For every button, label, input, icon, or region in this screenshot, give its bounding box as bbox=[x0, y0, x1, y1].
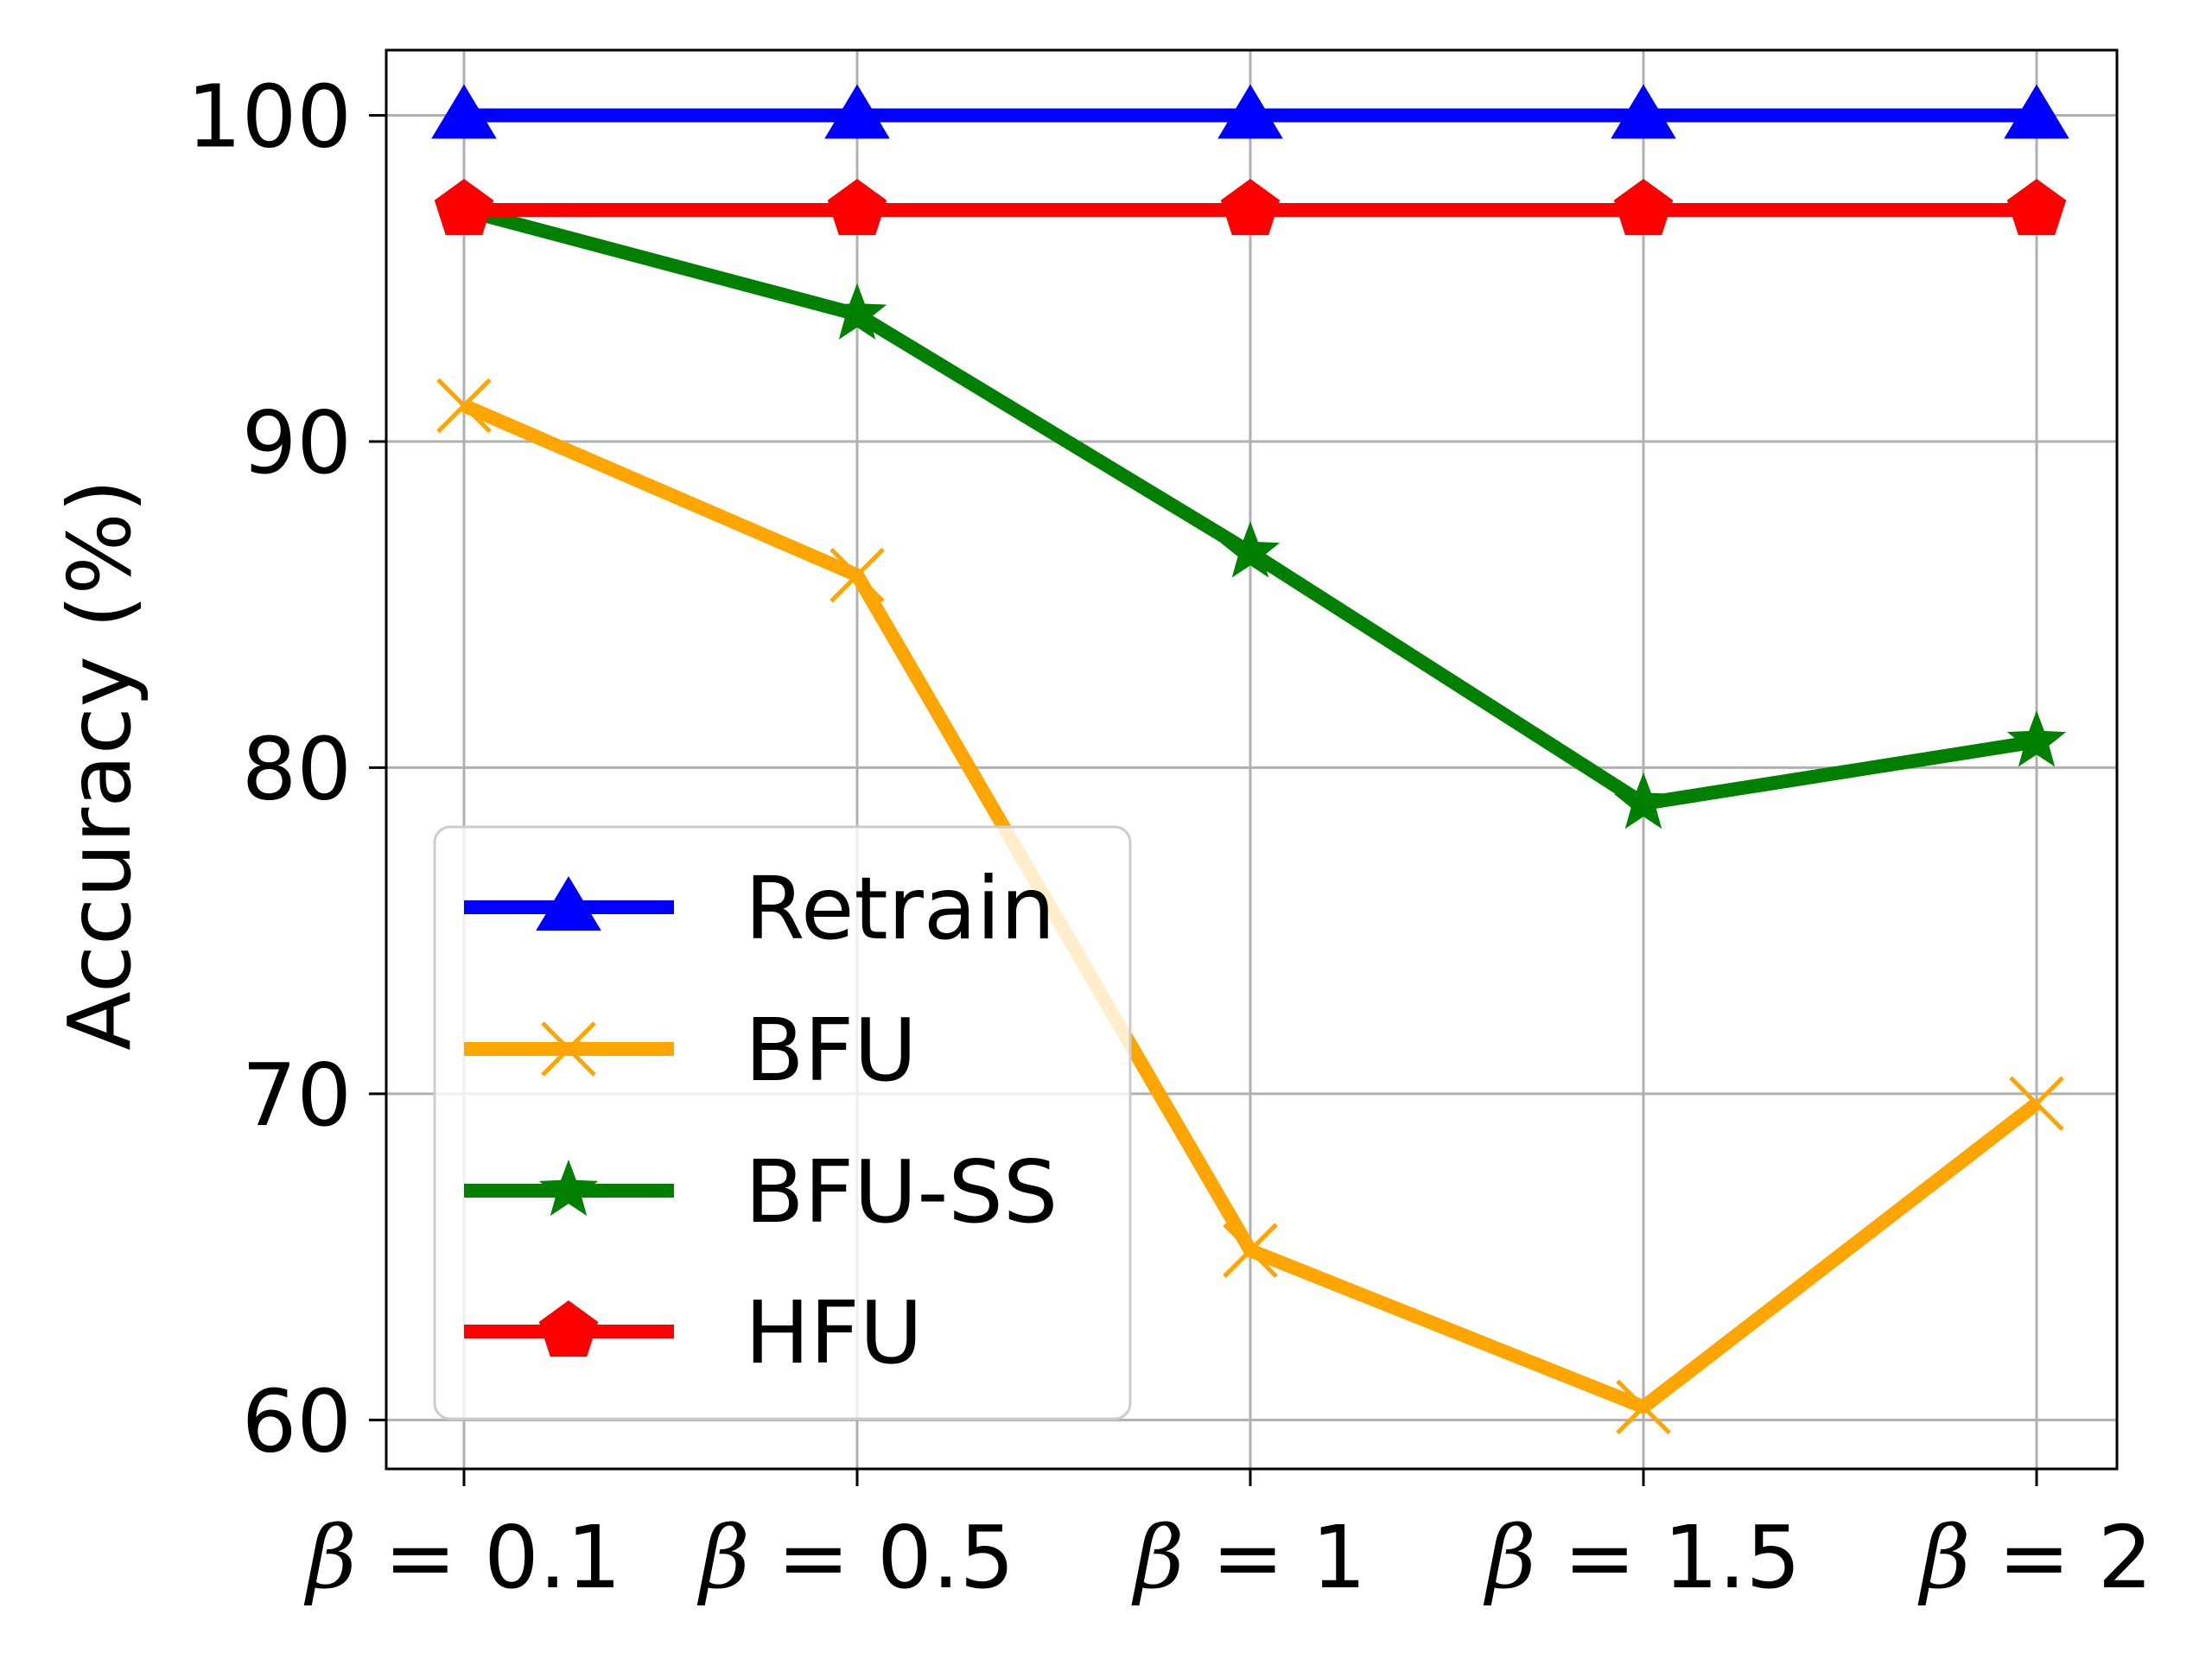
marker-stroke bbox=[541, 1021, 596, 1077]
data-point bbox=[827, 179, 887, 236]
legend-item: HFU bbox=[464, 1282, 923, 1383]
legend-marker bbox=[538, 1300, 599, 1357]
legend-box bbox=[433, 825, 1132, 1421]
data-point bbox=[1223, 1223, 1278, 1278]
data-point bbox=[830, 547, 885, 603]
data-point bbox=[1220, 521, 1281, 578]
legend-label: HFU bbox=[745, 1282, 923, 1383]
y-tick-label: 70 bbox=[242, 1045, 352, 1146]
data-point bbox=[1613, 772, 1674, 830]
axis-ticks: β = 0.1 β = 0.5 β = 1 β = 1.5 β = 2 60 70 80 90 1… bbox=[187, 66, 2152, 1608]
data-point bbox=[1220, 179, 1281, 236]
data-point bbox=[1613, 179, 1674, 236]
marker-stroke bbox=[830, 547, 885, 603]
marker-stroke bbox=[436, 378, 492, 434]
legend-marker bbox=[536, 876, 601, 931]
series-bfu bbox=[436, 378, 2064, 1435]
data-point bbox=[1616, 1379, 1671, 1435]
legend-label: Retrain bbox=[745, 858, 1055, 959]
legend-item: BFU bbox=[464, 1000, 917, 1101]
data-point bbox=[1217, 84, 1283, 139]
y-tick-label: 90 bbox=[242, 392, 352, 493]
y-axis-title: Accuracy (%) bbox=[49, 479, 150, 1050]
marker-stroke bbox=[2009, 1076, 2064, 1131]
x-tick-label: β = 0.1 bbox=[303, 1507, 621, 1608]
legend-marker bbox=[538, 1160, 599, 1217]
series-layer bbox=[431, 84, 2069, 1435]
data-point bbox=[436, 378, 492, 434]
x-tick-label: β = 1.5 bbox=[1483, 1507, 1801, 1608]
legend-label: BFU bbox=[745, 1000, 917, 1101]
data-point bbox=[2004, 84, 2069, 139]
y-tick-label: 100 bbox=[187, 66, 352, 167]
legend-item: Retrain bbox=[464, 858, 1055, 959]
data-point bbox=[2006, 710, 2067, 767]
data-point bbox=[431, 84, 497, 139]
data-point bbox=[1611, 84, 1676, 139]
series-hfu bbox=[434, 179, 2067, 236]
data-point bbox=[824, 84, 890, 139]
x-tick-label: β = 1 bbox=[1131, 1507, 1367, 1608]
data-point bbox=[434, 179, 494, 236]
legend-marker bbox=[541, 1021, 596, 1077]
y-tick-label: 60 bbox=[242, 1370, 352, 1471]
legend-label: BFU-SS bbox=[745, 1141, 1058, 1243]
series-retrain bbox=[431, 84, 2069, 139]
x-tick-label: β = 0.5 bbox=[696, 1507, 1014, 1608]
data-point bbox=[827, 283, 887, 340]
data-point bbox=[2006, 179, 2067, 236]
x-tick-label: β = 2 bbox=[1917, 1507, 2153, 1608]
marker-stroke bbox=[1223, 1223, 1278, 1278]
legend-item: BFU-SS bbox=[464, 1141, 1058, 1243]
legend: Retrain BFU BFU-SS HFU bbox=[433, 825, 1132, 1421]
marker-stroke bbox=[1616, 1379, 1671, 1435]
data-point bbox=[2009, 1076, 2064, 1131]
y-tick-label: 80 bbox=[242, 718, 352, 819]
